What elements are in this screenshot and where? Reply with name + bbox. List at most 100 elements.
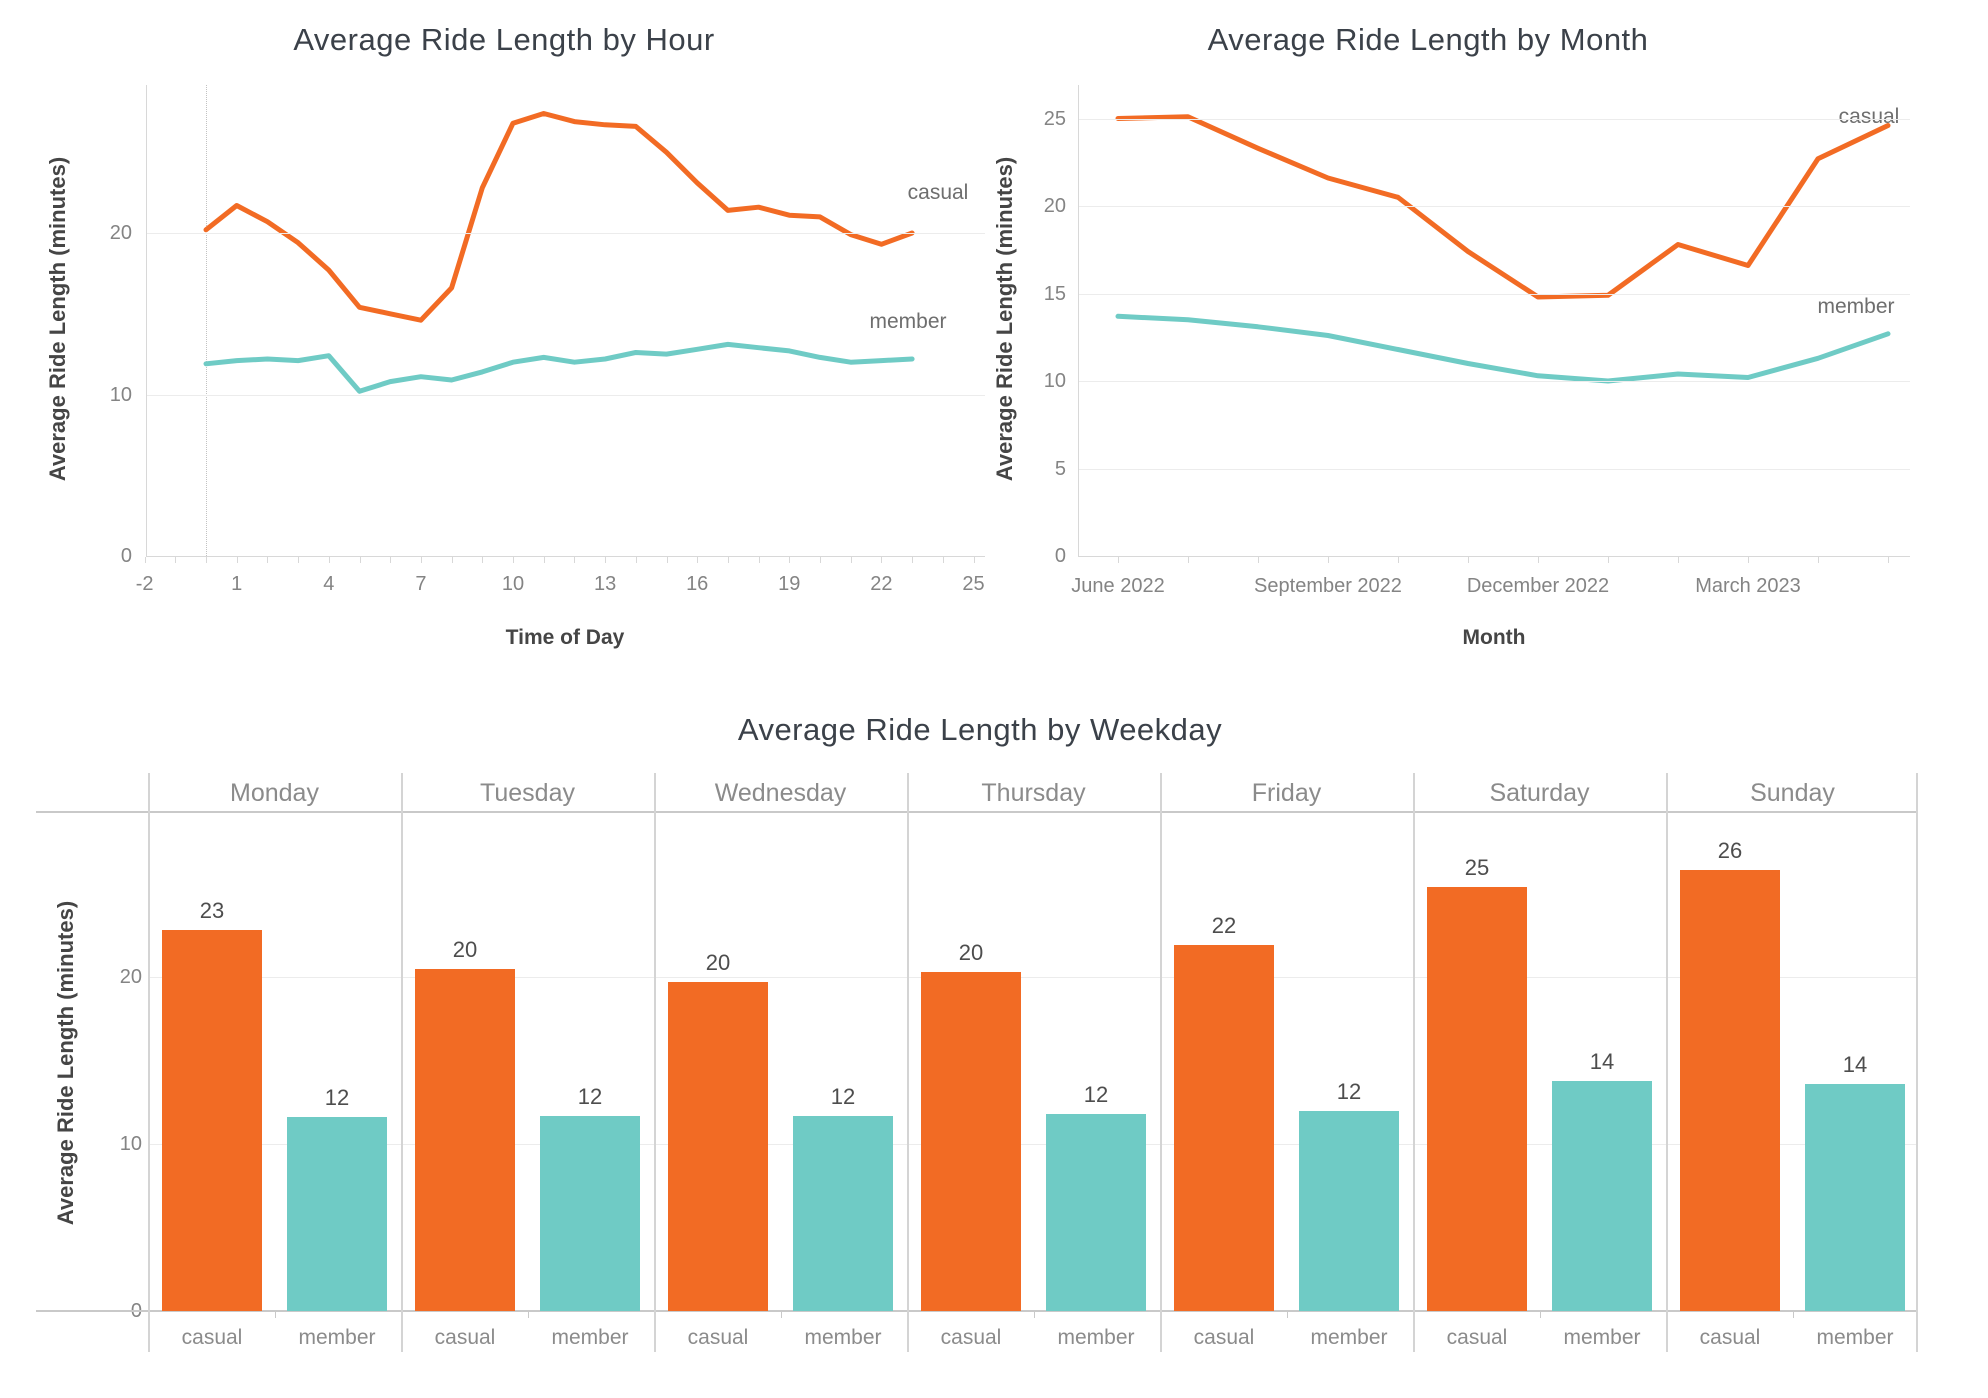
member-bar <box>287 1117 387 1311</box>
casual-category-label: casual <box>940 1326 1002 1349</box>
weekday-mid-tick <box>1034 1312 1035 1318</box>
weekday-mid-tick <box>275 1312 276 1318</box>
weekday-mid-tick <box>1793 1312 1794 1318</box>
hour-chart-x-axis-caption: Time of Day <box>505 626 625 649</box>
weekday-panel-separator <box>654 773 656 1352</box>
hour-chart-x-tick-label: 7 <box>415 573 427 595</box>
hour-chart-x-tick-mark <box>758 557 760 563</box>
weekday-panel-separator <box>401 773 403 1352</box>
casual-category-label: casual <box>1699 1326 1761 1349</box>
casual-bar-value-label: 20 <box>452 936 478 962</box>
weekday-panel-separator <box>1666 773 1668 1352</box>
hour-chart-x-tick-mark <box>482 557 484 563</box>
month-chart-gridline <box>1078 118 1910 120</box>
month-chart-x-tick-label: September 2022 <box>1254 575 1402 597</box>
hour-chart-y-axis-line <box>146 85 147 556</box>
casual-bar <box>415 968 515 1311</box>
hour-chart-x-tick-mark <box>850 557 852 563</box>
hour-chart-x-tick-label: 16 <box>686 573 709 595</box>
hour-chart-x-tick-mark <box>635 557 637 563</box>
month-chart-x-axis-line <box>1078 556 1910 557</box>
casual-bar <box>162 930 262 1311</box>
hour-chart-x-tick-mark <box>973 557 975 563</box>
hour-chart-x-tick-mark <box>574 557 576 563</box>
month-chart-y-axis-line <box>1078 85 1079 556</box>
weekday-panel-separator <box>907 773 909 1352</box>
member-bar-value-label: 12 <box>1083 1081 1109 1107</box>
weekday-chart-y-axis-label: Average Ride Length (minutes) <box>53 900 78 1226</box>
member-series-label-month: member <box>1817 295 1895 318</box>
hour-chart-y-tick-label: 20 <box>109 222 132 244</box>
hour-chart-x-tick-mark <box>298 557 300 563</box>
month-chart-x-axis-caption: Month <box>1462 626 1526 649</box>
casual-bar-value-label: 20 <box>705 950 731 975</box>
member-bar-value-label: 14 <box>1842 1051 1868 1077</box>
weekday-panel-header-thursday: Thursday <box>981 779 1086 807</box>
member-category-label: member <box>804 1326 882 1349</box>
casual-bar-value-label: 20 <box>958 939 984 965</box>
casual-category-label: casual <box>687 1326 749 1349</box>
hour-chart-x-tick-mark <box>543 557 545 563</box>
hour-chart-x-tick-mark <box>881 557 883 563</box>
casual-category-label: casual <box>181 1326 243 1349</box>
member-bar <box>1552 1080 1652 1311</box>
month-chart-x-tick-mark <box>1258 557 1259 563</box>
hour-chart-x-tick-mark <box>605 557 607 563</box>
casual-category-label: casual <box>434 1326 496 1349</box>
member-bar-value-label: 12 <box>577 1083 603 1109</box>
casual-bar-value-label: 25 <box>1464 854 1490 880</box>
weekday-chart-y-tick-label: 20 <box>119 966 142 988</box>
weekday-panel-header-monday: Monday <box>230 779 319 807</box>
hour-chart-x-tick-label: 19 <box>778 573 801 595</box>
hour-chart-gridline <box>146 394 985 396</box>
hour-chart-x-tick-label: 4 <box>323 573 335 595</box>
month-chart-gridline <box>1078 293 1910 295</box>
hour-chart-x-tick-label: 25 <box>962 573 985 595</box>
month-chart-y-tick-label: 25 <box>1043 107 1066 130</box>
member-line-hour <box>203 341 915 394</box>
weekday-baseline <box>36 1310 1916 1312</box>
month-chart-x-tick-mark <box>1188 557 1189 563</box>
month-chart-gridline <box>1078 468 1910 470</box>
casual-line-hour <box>203 111 915 323</box>
hour-chart-x-tick-label: 10 <box>501 573 525 595</box>
hour-chart-x-axis-line <box>146 556 985 557</box>
member-category-label: member <box>298 1326 376 1349</box>
member-bar-value-label: 14 <box>1589 1048 1615 1074</box>
member-line-month <box>1115 313 1891 384</box>
hour-chart-gridline <box>146 233 985 234</box>
member-bar <box>793 1115 893 1311</box>
hour-chart-title: Average Ride Length by Hour <box>293 22 715 57</box>
month-chart-gridline <box>1078 381 1910 382</box>
month-chart-x-tick-label: March 2023 <box>1695 575 1801 597</box>
hour-chart-y-tick-label: 10 <box>109 383 132 406</box>
casual-series-label-month: casual <box>1838 105 1900 128</box>
casual-bar <box>1427 886 1527 1311</box>
hour-chart-x-tick-mark <box>666 557 668 563</box>
weekday-panel-header-sunday: Sunday <box>1750 779 1835 807</box>
hour-chart-x-tick-mark <box>942 557 944 563</box>
month-chart-x-tick-mark <box>1888 557 1889 563</box>
hour-chart-x-tick-mark <box>144 557 146 563</box>
casual-series-label-hour: casual <box>907 181 969 204</box>
hour-chart-x-tick-mark <box>789 557 791 563</box>
member-category-label: member <box>1310 1326 1388 1349</box>
month-chart-x-tick-mark <box>1118 557 1119 563</box>
hour-chart-x-tick-mark <box>697 557 699 563</box>
month-chart-gridline <box>1078 206 1910 207</box>
weekday-panel-separator <box>1413 773 1415 1352</box>
hour-chart-x-tick-mark <box>359 557 361 563</box>
month-chart-y-tick-label: 0 <box>1054 545 1066 567</box>
casual-bar-value-label: 22 <box>1211 913 1237 939</box>
hour-chart-x-tick-mark <box>820 557 821 563</box>
weekday-header-rule <box>36 811 1916 813</box>
casual-bar-value-label: 26 <box>1717 838 1743 864</box>
hour-chart-x-tick-label: 13 <box>593 573 617 595</box>
member-bar <box>1299 1110 1399 1311</box>
casual-bar-value-label: 23 <box>199 898 225 924</box>
weekday-panel-header-friday: Friday <box>1251 779 1322 807</box>
month-chart-x-tick-label: June 2022 <box>1071 575 1165 597</box>
weekday-mid-tick <box>781 1312 782 1318</box>
weekday-mid-tick <box>1540 1312 1541 1318</box>
hour-chart-x-tick-mark <box>390 557 392 563</box>
